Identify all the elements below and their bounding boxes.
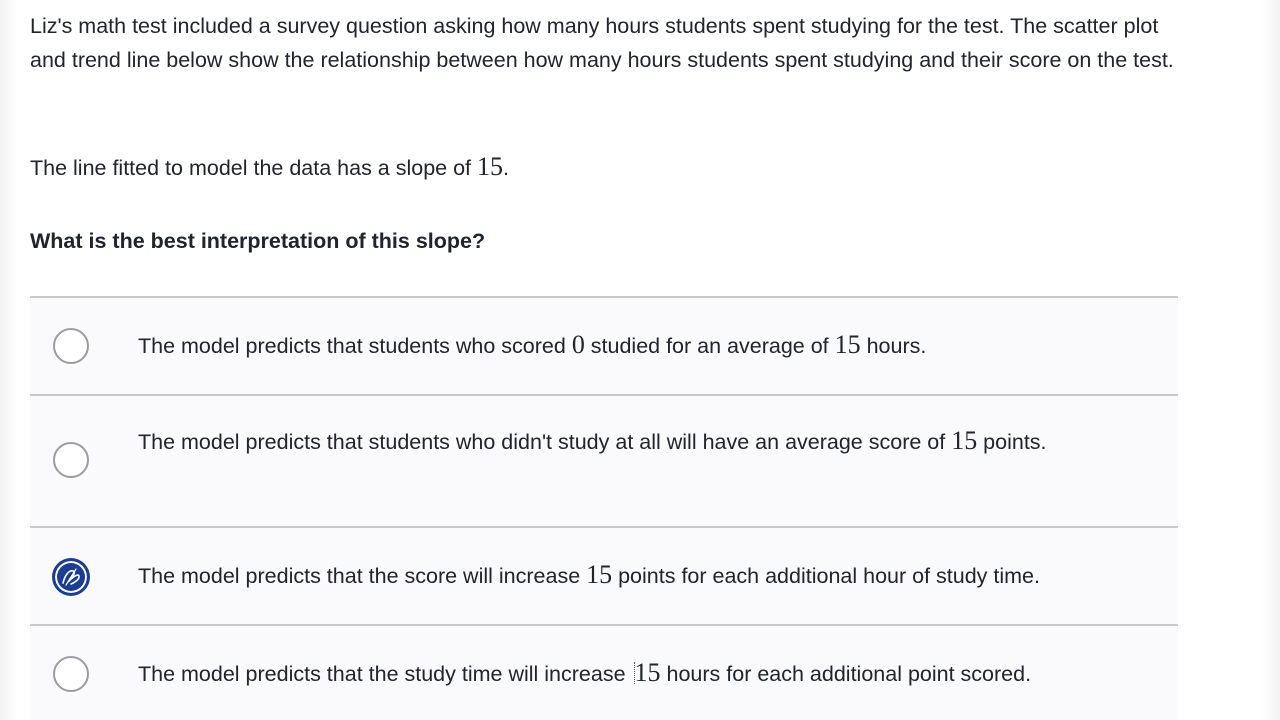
choice-4-text: The model predicts that the study time w…: [138, 656, 1164, 691]
choice-text-part: studied for an average of: [584, 334, 835, 358]
choice-3-text: The model predicts that the score will i…: [138, 558, 1164, 593]
choice-text-part: The model predicts that the score will i…: [138, 564, 587, 588]
pen-scribble-icon: [62, 568, 80, 586]
choice-2-radio[interactable]: [53, 442, 89, 478]
choice-math: 0: [571, 330, 585, 359]
choice-text-part: hours for each additional point scored.: [660, 662, 1032, 686]
choice-3[interactable]: The model predicts that the score will i…: [30, 528, 1178, 626]
choice-2[interactable]: The model predicts that students who did…: [30, 396, 1178, 528]
slope-statement-text: The line fitted to model the data has a …: [30, 156, 478, 180]
choice-text-part: The model predicts that students who did…: [138, 430, 952, 454]
choice-1[interactable]: The model predicts that students who sco…: [30, 298, 1178, 396]
choice-1-text: The model predicts that students who sco…: [138, 328, 1164, 363]
choice-text-part: points.: [977, 430, 1047, 454]
slope-value: 15: [477, 152, 504, 181]
choice-text-part: points for each additional hour of study…: [612, 564, 1040, 588]
choice-math: 15: [634, 658, 661, 687]
text-cursor: [633, 662, 635, 684]
choice-math: 15: [834, 330, 861, 359]
choice-math: 15: [586, 560, 613, 589]
choice-4[interactable]: The model predicts that the study time w…: [30, 626, 1178, 720]
slope-statement-end: .: [503, 156, 509, 180]
answer-choices: The model predicts that students who sco…: [30, 296, 1178, 720]
slope-statement: The line fitted to model the data has a …: [30, 150, 509, 185]
choice-text-part: hours.: [860, 334, 927, 358]
choice-3-radio-selected[interactable]: [53, 559, 89, 595]
choice-math: 15: [951, 426, 978, 455]
choice-text-part: The model predicts that students who sco…: [138, 334, 572, 358]
choice-4-radio[interactable]: [53, 656, 89, 692]
choice-text-part: The model predicts that the study time w…: [138, 662, 632, 686]
choice-2-text: The model predicts that students who did…: [138, 424, 1088, 459]
question-text: What is the best interpretation of this …: [30, 229, 486, 253]
problem-prompt: Liz's math test included a survey questi…: [30, 14, 1174, 72]
choice-1-radio[interactable]: [53, 328, 89, 364]
